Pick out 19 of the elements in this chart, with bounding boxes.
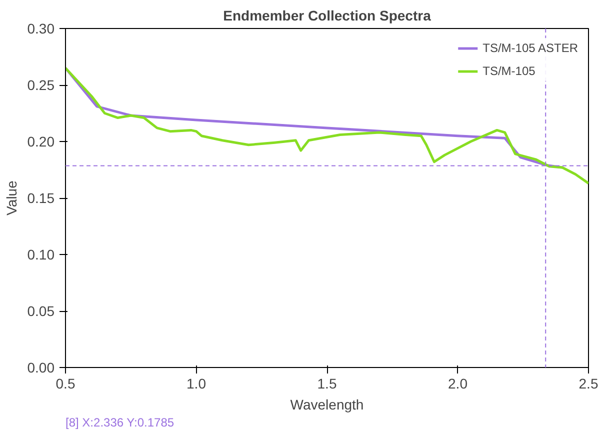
x-tick-label: 1.0 [186, 376, 206, 392]
legend-label: TS/M-105 [482, 64, 536, 78]
y-tick-label: 0.00 [27, 360, 55, 376]
line-series [66, 66, 588, 185]
x-tick-label: 1.5 [317, 376, 337, 392]
x-axis-title: Wavelength [290, 396, 364, 412]
x-tick-label: 2.0 [448, 376, 468, 392]
y-tick-label: 0.25 [27, 77, 55, 93]
chart-title: Endmember Collection Spectra [223, 8, 432, 24]
legend-label: TS/M-105 ASTER [482, 41, 578, 55]
y-tick-label: 0.30 [27, 20, 55, 36]
y-tick-label: 0.20 [27, 134, 55, 150]
x-tick-label: 2.5 [578, 376, 598, 392]
x-tick-label: 0.5 [56, 376, 76, 392]
text: [8] X:2.336 Y:0.1785 [66, 416, 174, 430]
y-tick-label: 0.15 [27, 190, 55, 206]
y-axis-title: Value [3, 180, 20, 216]
y-tick-label: 0.10 [27, 246, 55, 262]
y-tick-label: 0.05 [27, 303, 55, 319]
